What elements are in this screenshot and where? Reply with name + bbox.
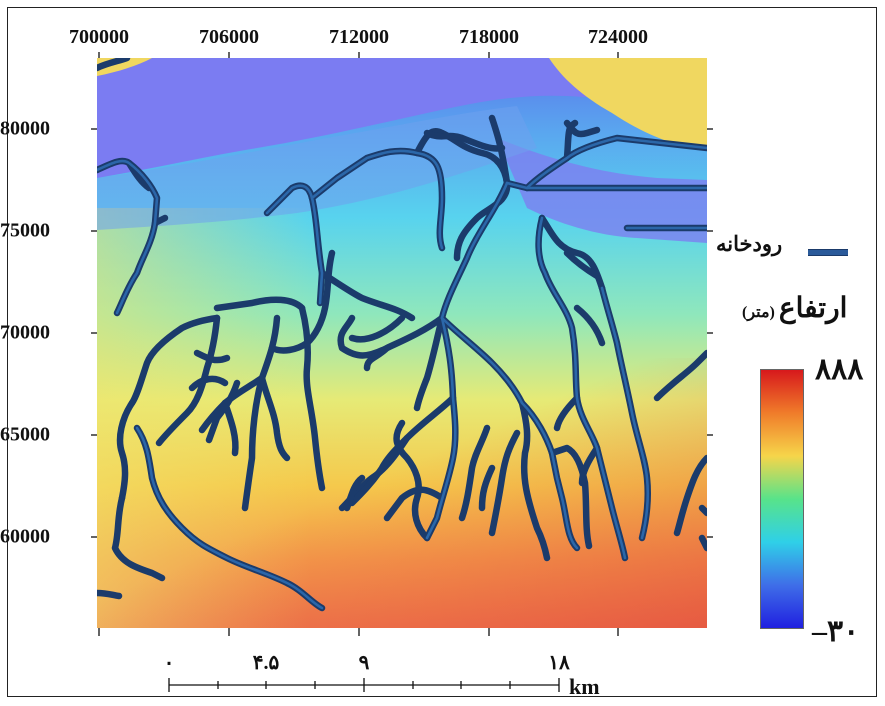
y-tick-label: 75000 xyxy=(0,219,50,242)
river xyxy=(563,119,579,162)
river xyxy=(258,374,291,462)
scale-label: ۴.۵ xyxy=(252,652,280,674)
river xyxy=(518,399,551,562)
river xyxy=(343,474,366,512)
river xyxy=(488,429,521,537)
river-network-highlight xyxy=(97,136,707,610)
river xyxy=(337,314,446,359)
river xyxy=(578,444,601,487)
y-tick-label: 70000 xyxy=(0,321,50,344)
river xyxy=(116,399,136,502)
river xyxy=(241,314,281,512)
river xyxy=(488,114,511,187)
y-tick-label: 60000 xyxy=(0,525,50,548)
x-tick-label: 706000 xyxy=(199,26,259,48)
elevation-map xyxy=(97,58,707,628)
river xyxy=(413,127,511,262)
river xyxy=(563,119,601,138)
river xyxy=(298,304,326,492)
river xyxy=(563,249,601,280)
river xyxy=(338,394,457,512)
sea-area xyxy=(97,58,707,178)
river xyxy=(97,589,123,600)
scale-label: ۹ xyxy=(358,652,370,674)
river xyxy=(318,269,416,322)
river xyxy=(553,394,581,432)
scale-label: ۱۸ xyxy=(548,652,570,674)
river xyxy=(205,379,241,444)
x-tick-label: 724000 xyxy=(588,26,648,48)
scale-label: ۰ xyxy=(163,652,175,674)
river xyxy=(393,419,431,542)
figure-frame xyxy=(7,7,877,697)
x-tick-label: 718000 xyxy=(459,26,519,48)
colorbar-min-label: –۳۰ xyxy=(812,615,860,648)
river xyxy=(128,314,221,407)
river xyxy=(151,214,169,227)
river xyxy=(97,58,131,72)
river xyxy=(423,129,506,152)
y-tick-label: 80000 xyxy=(0,117,50,140)
river xyxy=(348,314,406,343)
river xyxy=(155,314,221,447)
river xyxy=(698,534,707,552)
x-tick-label: 712000 xyxy=(329,26,389,48)
river xyxy=(111,494,166,582)
elevation-title: ارتفاع xyxy=(778,293,848,324)
river xyxy=(458,424,491,522)
river xyxy=(188,375,229,392)
river xyxy=(478,464,496,512)
river xyxy=(213,296,306,312)
elevation-unit: (متر) xyxy=(742,304,775,321)
sand-area-northeast xyxy=(549,58,707,150)
river xyxy=(573,304,606,347)
x-tick-label: 700000 xyxy=(69,26,129,48)
river xyxy=(383,486,446,522)
river-legend-label: رودخانه xyxy=(716,232,783,256)
y-tick-label: 65000 xyxy=(0,423,50,446)
scale-unit-label: km xyxy=(569,674,600,699)
river-legend-swatch xyxy=(808,249,848,256)
river xyxy=(673,454,707,537)
river xyxy=(413,314,446,412)
river xyxy=(653,349,707,402)
elevation-colorbar xyxy=(760,369,804,629)
river xyxy=(698,504,707,517)
elevation-legend-title: ارتفاع(متر) xyxy=(742,291,847,325)
river xyxy=(363,344,391,372)
colorbar-max-label: ۸۸۸ xyxy=(815,353,864,386)
